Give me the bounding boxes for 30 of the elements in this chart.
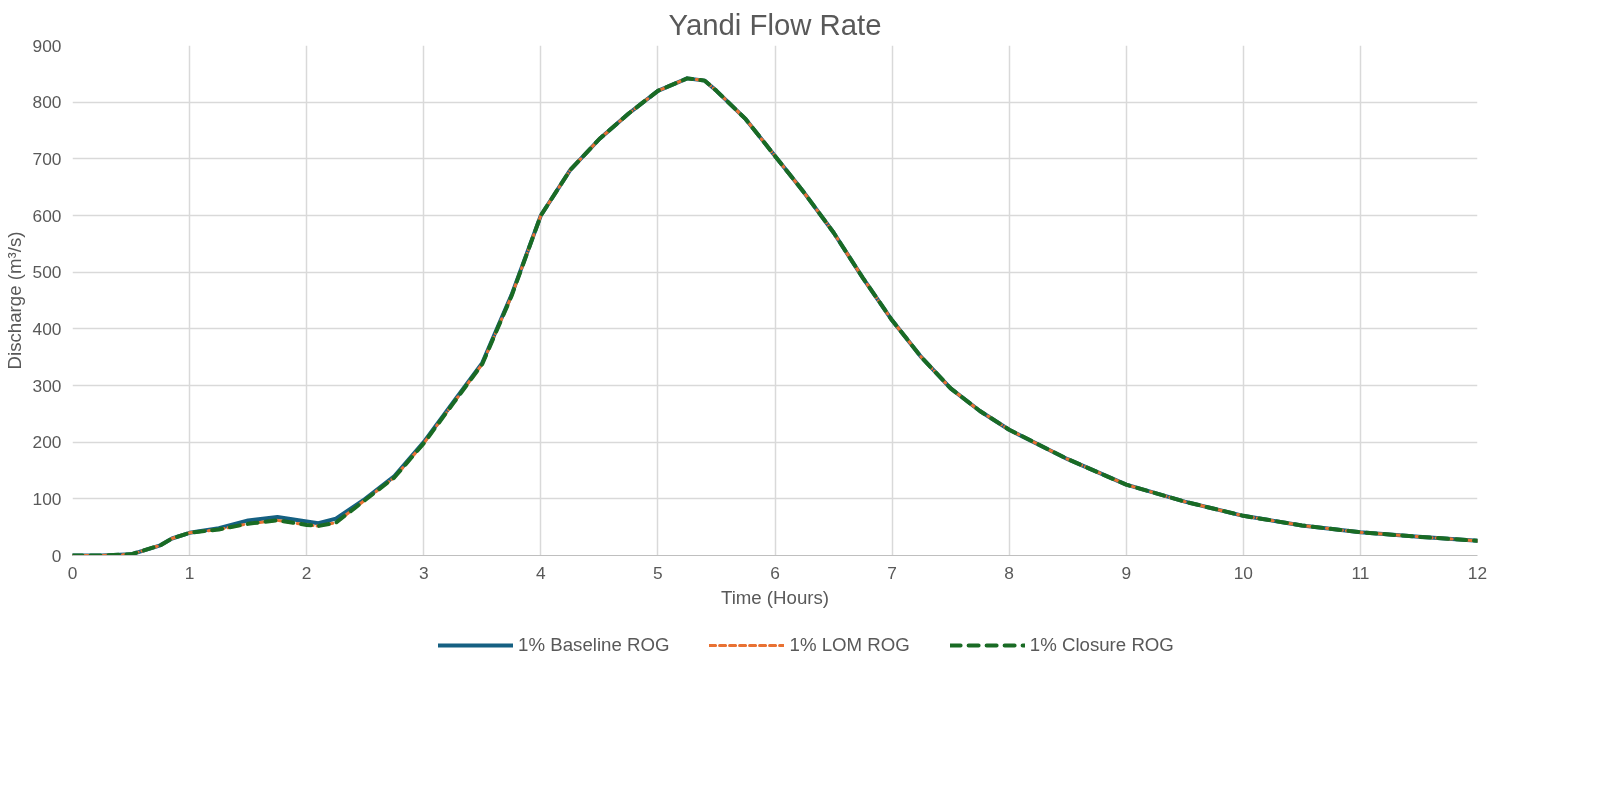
y-axis-title: Discharge (m³/s): [3, 231, 25, 370]
legend-label: 1% Baseline ROG: [518, 634, 670, 656]
y-tick-label: 900: [32, 35, 62, 56]
y-tick-label: 100: [32, 488, 62, 509]
y-tick-label: 400: [32, 318, 62, 339]
x-tick-label: 9: [1121, 562, 1132, 583]
x-tick-label: 3: [418, 562, 429, 583]
y-tick-label: 0: [51, 545, 62, 566]
chart-title: Yandi Flow Rate: [668, 7, 882, 41]
y-tick-label: 200: [32, 432, 62, 453]
y-tick-label: 700: [32, 148, 62, 169]
x-tick-label: 1: [184, 562, 195, 583]
x-tick-label: 7: [887, 562, 897, 583]
x-tick-label: 4: [536, 562, 547, 583]
x-tick-label: 6: [770, 562, 780, 583]
x-tick-label: 2: [301, 562, 312, 583]
x-tick-label: 12: [1467, 562, 1488, 583]
y-tick-label: 600: [32, 205, 62, 226]
x-tick-label: 0: [67, 562, 78, 583]
legend-label: 1% LOM ROG: [789, 634, 910, 656]
y-tick-label: 300: [32, 375, 62, 396]
x-tick-label: 10: [1233, 562, 1253, 583]
x-axis-title: Time (Hours): [720, 586, 830, 608]
y-tick-label: 500: [32, 262, 62, 283]
legend-label: 1% Closure ROG: [1029, 634, 1174, 656]
x-tick-label: 11: [1351, 562, 1370, 583]
x-tick-label: 5: [653, 562, 663, 583]
line-series: [72, 76, 1478, 556]
y-tick-label: 800: [32, 92, 62, 113]
x-tick-label: 8: [1004, 562, 1014, 583]
